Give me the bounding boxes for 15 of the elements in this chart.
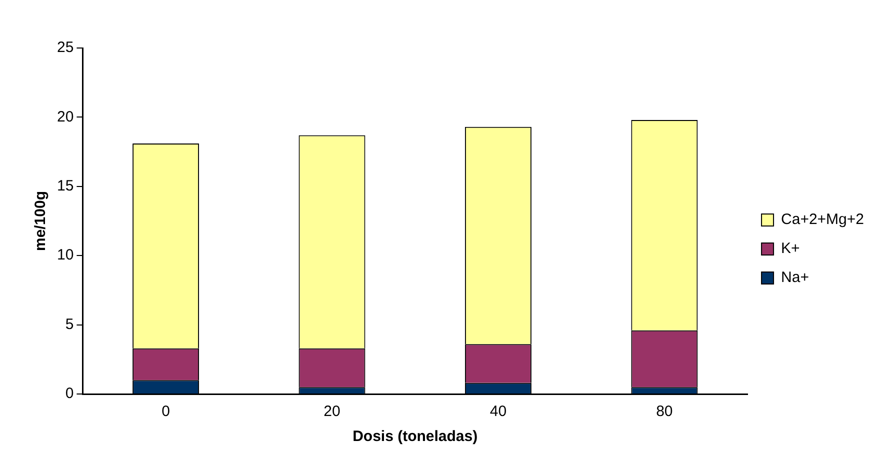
x-tick-label: 0 (162, 403, 170, 420)
y-tick-label: 15 (56, 178, 74, 195)
y-tick-label: 20 (56, 108, 74, 126)
y-tick-label: 5 (65, 316, 74, 333)
x-axis-title: Dosis (toneladas) (352, 428, 478, 446)
y-tick-label: 0 (65, 385, 74, 402)
legend-label: K+ (781, 240, 800, 258)
y-tick-label: 25 (56, 39, 74, 56)
x-tick-label: 80 (656, 403, 673, 420)
y-axis-title: me/100g (32, 190, 50, 252)
x-tick-label: 40 (490, 403, 507, 420)
legend-label: Ca+2+Mg+2 (781, 211, 864, 228)
legend-label: Na+ (781, 269, 810, 286)
x-tick-label: 20 (324, 403, 340, 420)
y-tick-label: 10 (56, 246, 74, 264)
